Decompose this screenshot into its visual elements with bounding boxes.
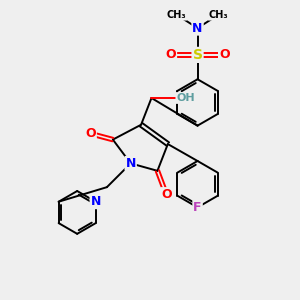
Text: CH₃: CH₃: [208, 10, 228, 20]
Text: CH₃: CH₃: [167, 10, 187, 20]
Text: F: F: [193, 201, 202, 214]
Text: OH: OH: [176, 93, 195, 103]
Text: O: O: [219, 48, 230, 62]
Text: N: N: [125, 157, 136, 170]
Text: S: S: [193, 48, 202, 62]
Text: O: O: [166, 48, 176, 62]
Text: N: N: [192, 22, 203, 34]
Text: N: N: [91, 195, 101, 208]
Text: O: O: [85, 127, 96, 140]
Text: O: O: [161, 188, 172, 201]
